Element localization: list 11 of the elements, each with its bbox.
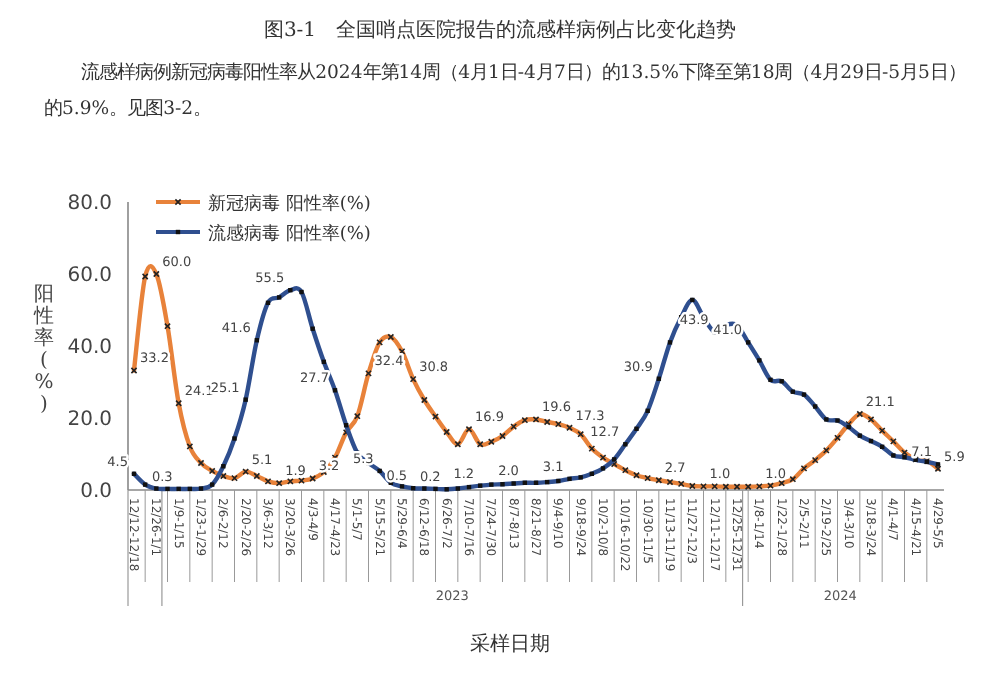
y-axis-title: 阳性率(%): [32, 284, 54, 416]
x-axis-title: 采样日期: [470, 632, 550, 656]
legend-label: 流感病毒 阳性率(%): [208, 223, 371, 245]
y-tick-label: 40.0: [67, 337, 112, 359]
y-tick-label: 0.0: [80, 481, 112, 503]
y-tick-label: 20.0: [67, 409, 112, 431]
legend-label: 新冠病毒 阳性率(%): [208, 193, 371, 215]
y-tick-label: 60.0: [67, 265, 112, 287]
y-tick-label: 80.0: [67, 193, 112, 215]
annotation: 流感样病例新冠病毒阳性率从2024年第14周（4月1日-4月7日）的13.5%下降至第18周（4月29日-5月5日）的5.9%。见图3-2。: [44, 60, 968, 124]
annotation: 图3-1 全国哨点医院报告的流感样病例占比变化趋势: [261, 17, 739, 44]
